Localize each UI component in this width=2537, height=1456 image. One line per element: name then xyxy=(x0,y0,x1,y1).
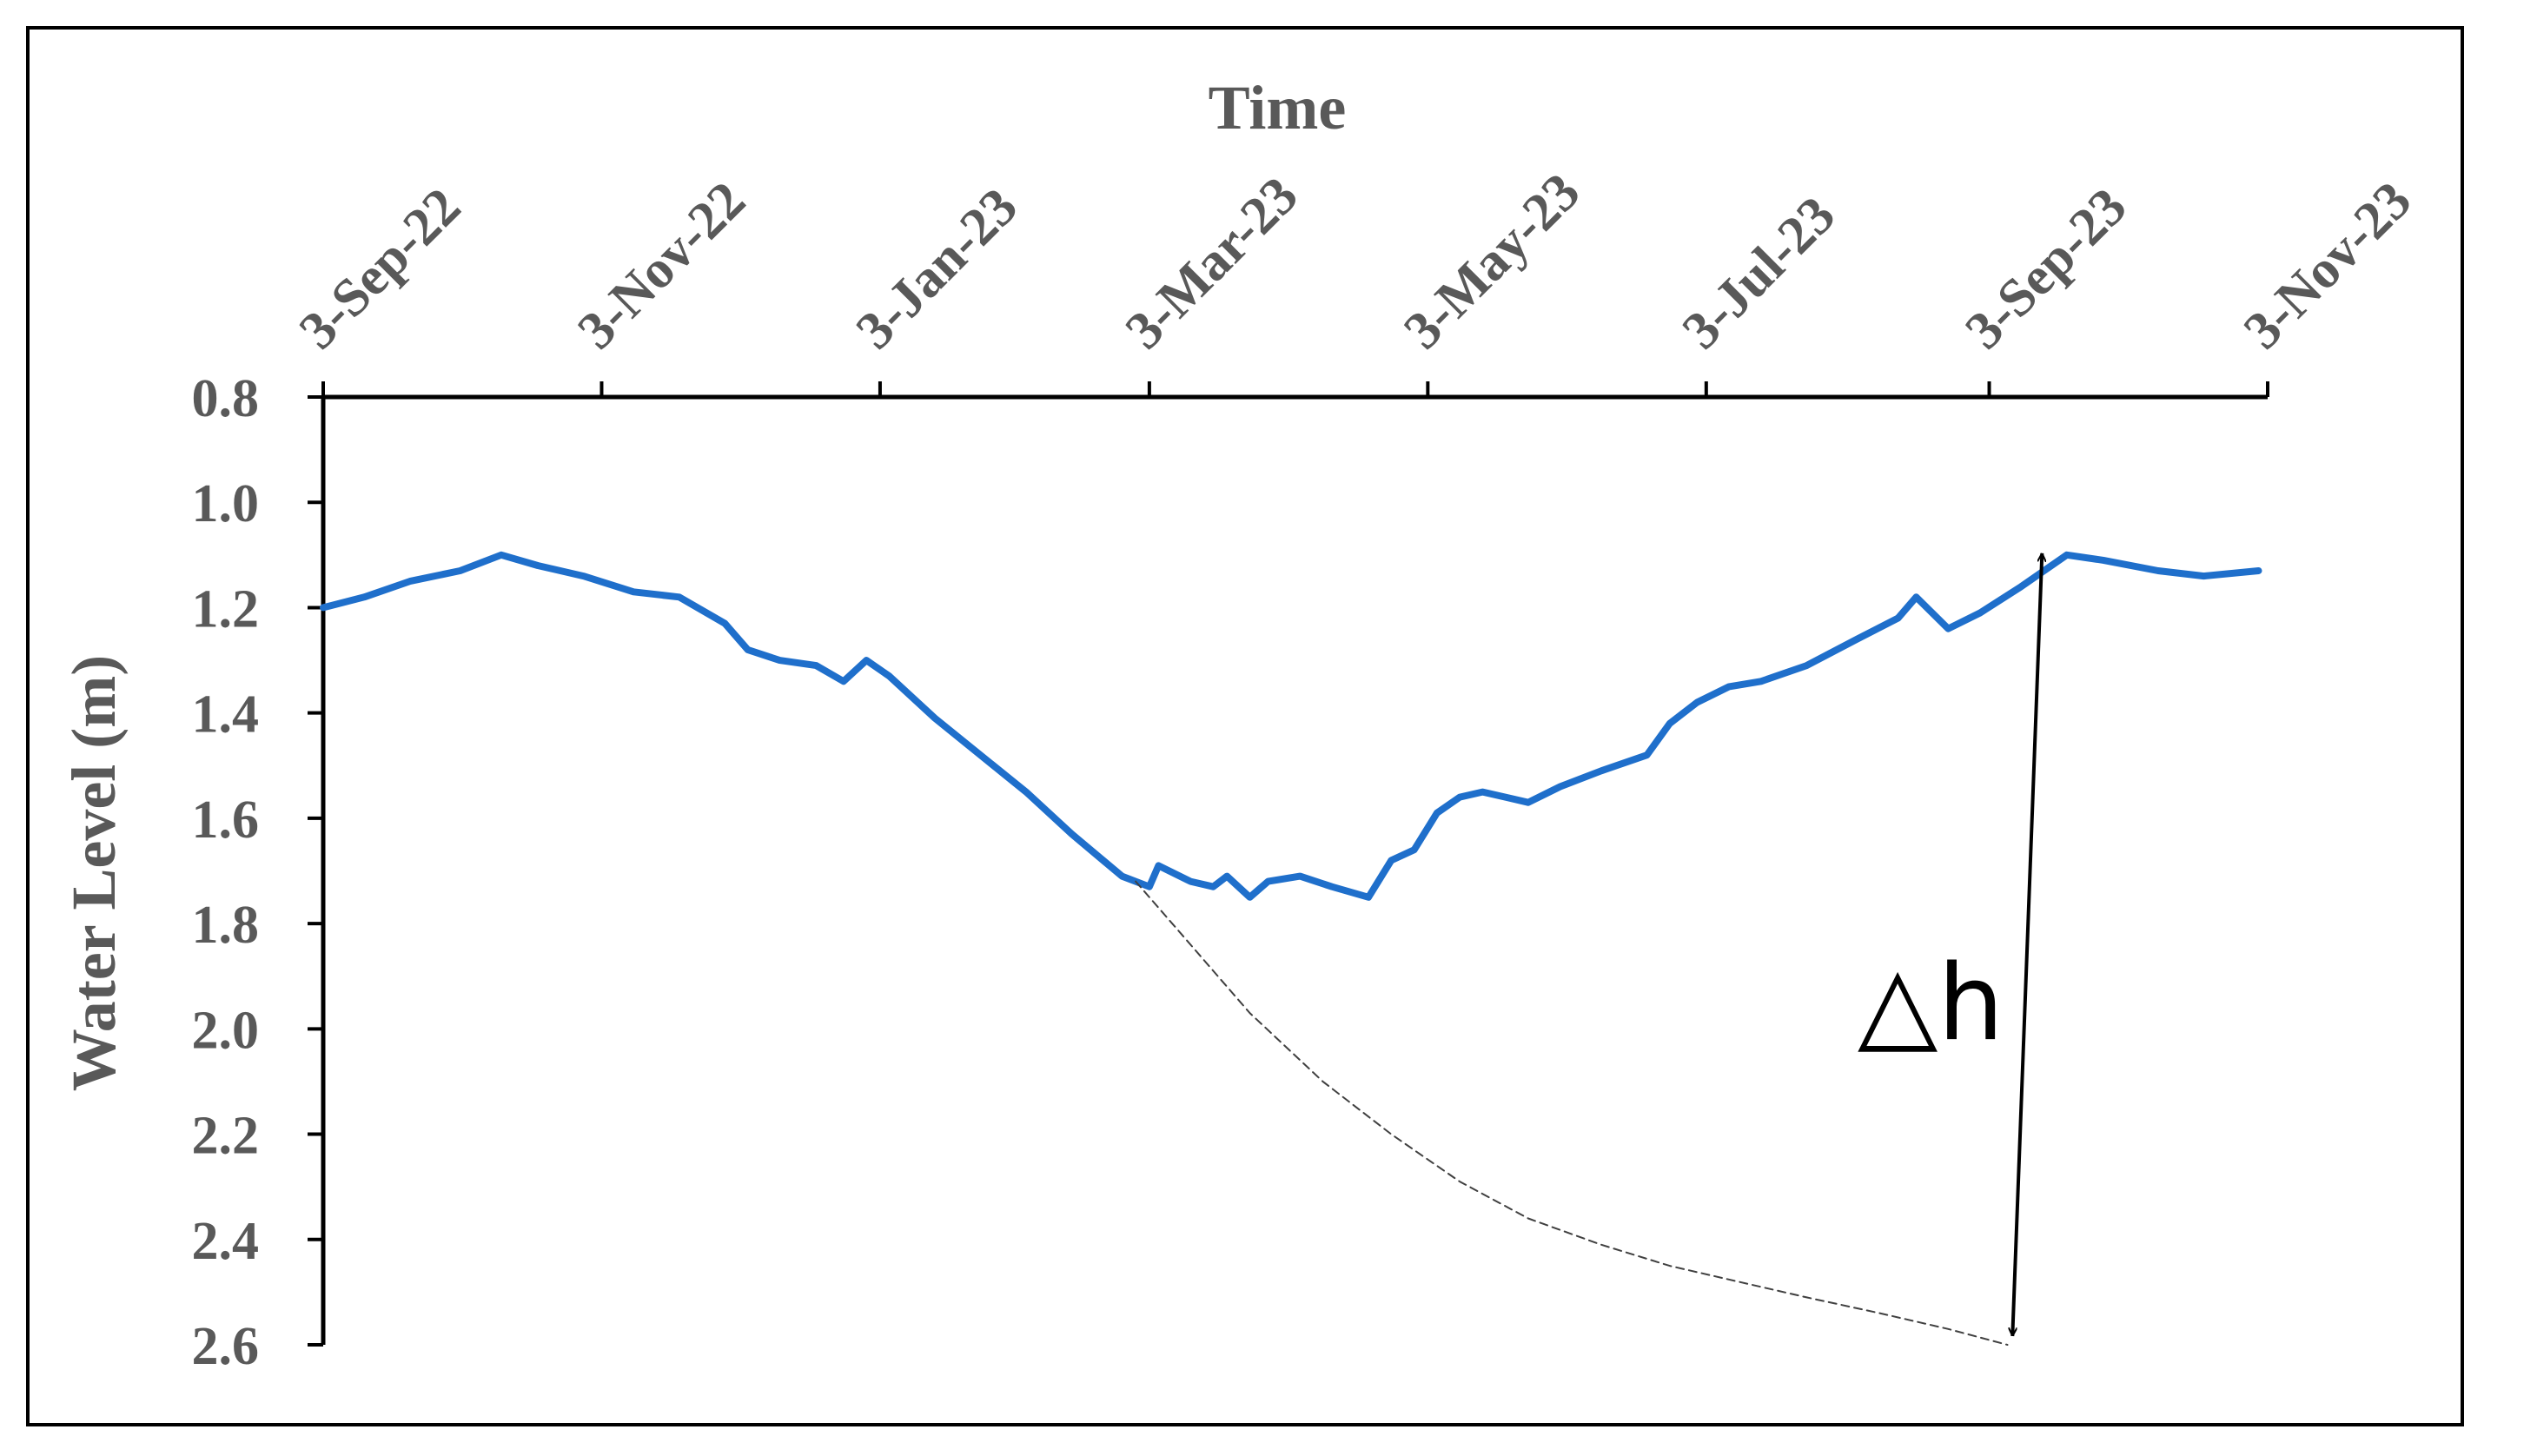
y-tick-label: 1.0 xyxy=(192,474,260,533)
chart-frame xyxy=(26,26,2464,1426)
x-tick-label: 3-Jan-23 xyxy=(845,177,1029,361)
water-level-series-line xyxy=(320,551,2262,901)
y-tick-label: 1.2 xyxy=(192,579,260,639)
y-tick-label: 2.4 xyxy=(192,1212,260,1271)
x-tick-label: 3-Sep-23 xyxy=(1954,177,2137,361)
x-tick-label: 3-Nov-22 xyxy=(566,170,757,361)
axes: 3-Sep-22 3-Nov-22 3-Jan-23 3-Mar-23 3-May-23… xyxy=(192,162,2423,1376)
projected-series-line xyxy=(1135,880,2009,1346)
x-axis-title: Time xyxy=(1209,73,1347,142)
y-axis-title: Water Level (m) xyxy=(59,655,129,1092)
x-tick-label: 3-May-23 xyxy=(1393,162,1591,361)
y-tick-label: 2.0 xyxy=(192,1001,260,1060)
y-tick-label: 2.2 xyxy=(192,1107,260,1166)
delta-h-label: △h xyxy=(1858,943,2004,1064)
y-tick-label: 1.4 xyxy=(192,685,260,745)
delta-h-arrow xyxy=(2012,553,2042,1336)
x-tick-label: 3-Mar-23 xyxy=(1115,166,1309,361)
x-tick-label: 3-Sep-22 xyxy=(288,177,472,361)
y-tick-label: 1.8 xyxy=(192,896,260,955)
x-tick-label: 3-Nov-23 xyxy=(2233,170,2423,361)
y-tick-label: 0.8 xyxy=(192,369,260,428)
x-tick-label: 3-Jul-23 xyxy=(1672,185,1847,361)
y-tick-label: 1.6 xyxy=(192,791,260,850)
plot-area xyxy=(320,551,2262,1346)
delta-h-annotation: △h xyxy=(1858,553,2042,1336)
y-tick-label: 2.6 xyxy=(192,1317,260,1376)
